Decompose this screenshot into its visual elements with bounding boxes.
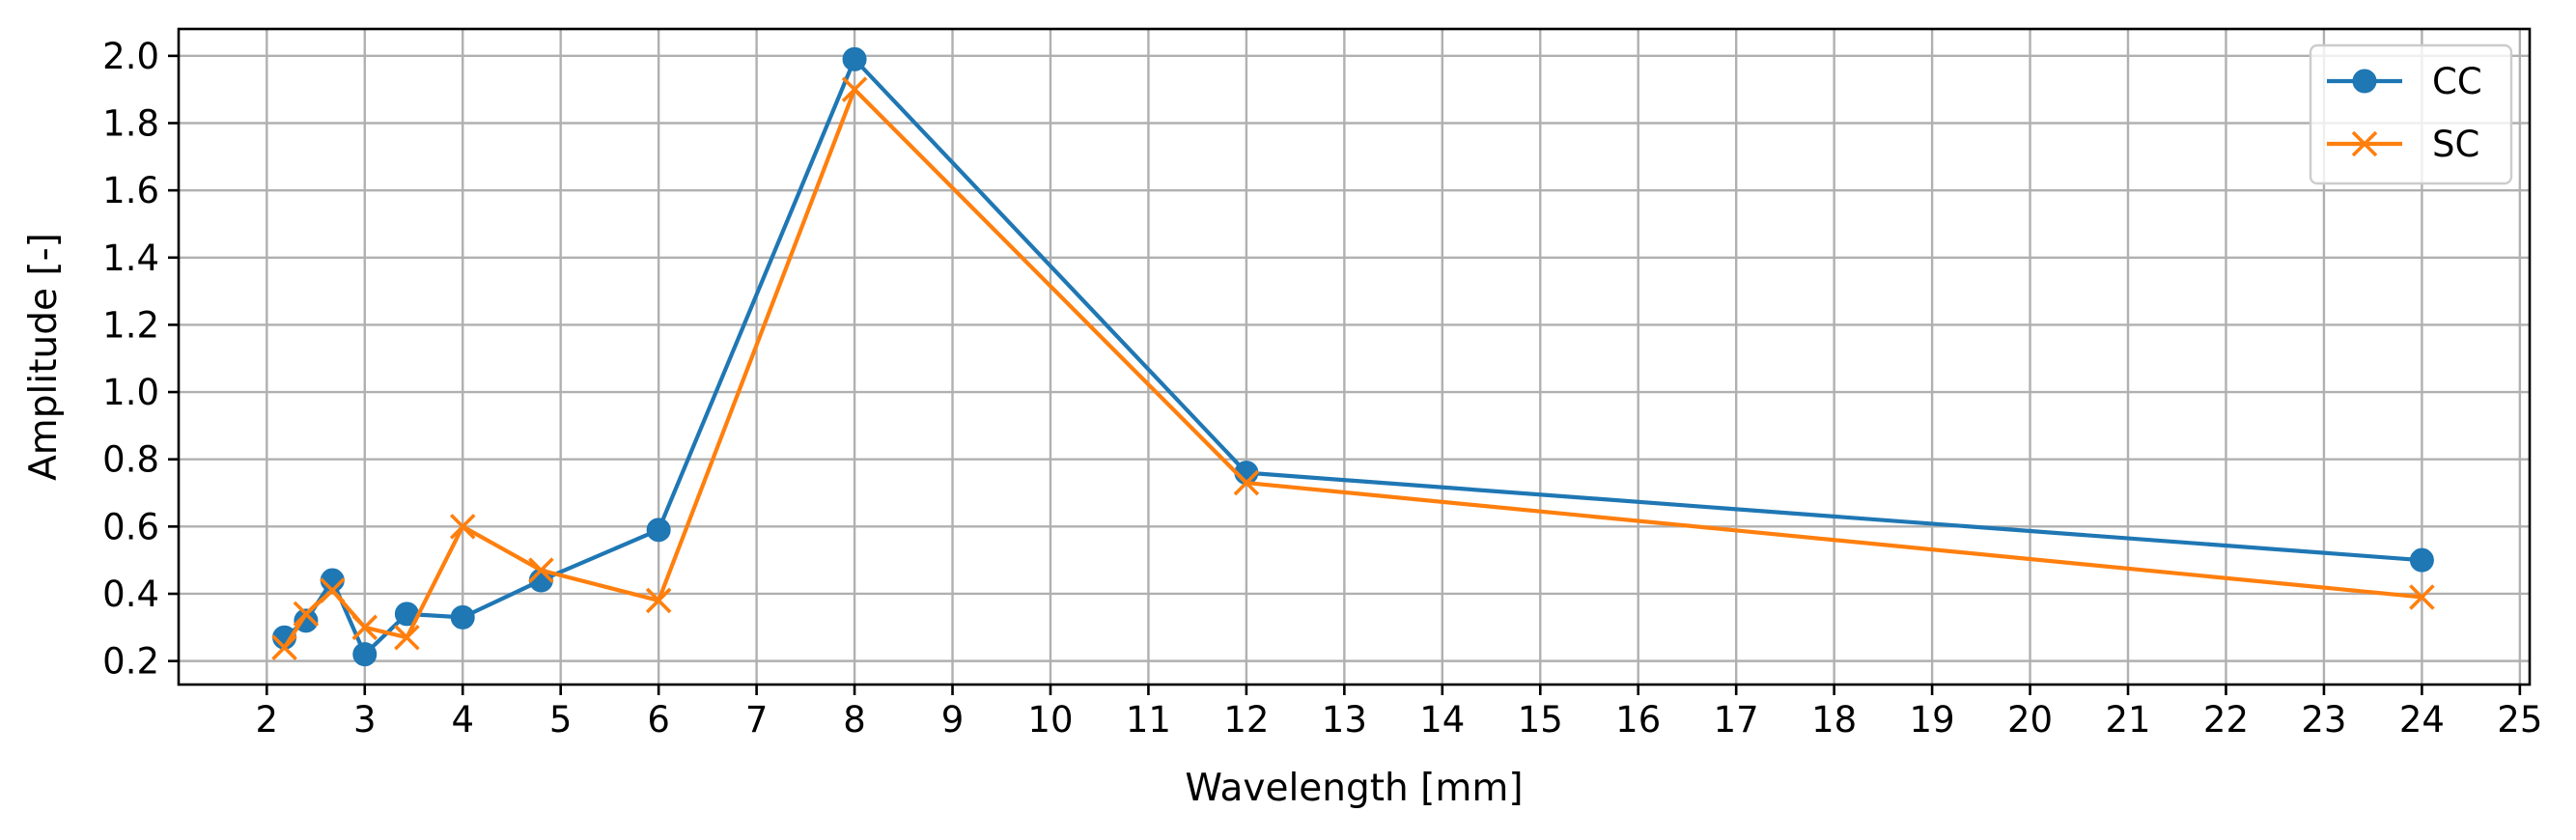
series-sc-point: [528, 557, 554, 583]
x-tick-label: 17: [1714, 699, 1759, 741]
series-cc-point: [842, 46, 867, 71]
x-tick-label: 11: [1126, 699, 1171, 741]
x-tick-label: 3: [353, 699, 377, 741]
x-axis-label: Wavelength [mm]: [1185, 767, 1523, 810]
y-tick-label: 0.8: [102, 439, 159, 481]
series-sc-point: [271, 634, 297, 660]
y-tick-label: 0.2: [102, 641, 159, 683]
series-sc-point: [394, 624, 420, 651]
x-tick-label: 4: [451, 699, 474, 741]
y-tick-label: 1.2: [102, 304, 159, 346]
y-axis-ticks: 0.2 0.4 0.6 0.8 1.0 1.2 1.4 1.6 1.8 2.0: [102, 36, 179, 683]
series-sc-point: [351, 614, 378, 641]
legend-marker: [2352, 69, 2377, 94]
x-tick-label: 16: [1615, 699, 1661, 741]
x-tick-label: 8: [843, 699, 866, 741]
series-group: [271, 46, 2435, 667]
x-tick-label: 14: [1419, 699, 1465, 741]
series-sc-point: [841, 76, 868, 102]
y-tick-label: 1.0: [102, 372, 159, 413]
series-cc: [272, 46, 2434, 667]
x-tick-label: 24: [2399, 699, 2445, 741]
legend-item-sc: SC: [2327, 124, 2479, 165]
y-tick-label: 1.4: [102, 238, 159, 279]
y-tick-label: 1.6: [102, 170, 159, 211]
x-tick-label: 12: [1223, 699, 1269, 741]
x-tick-label: 19: [1910, 699, 1955, 741]
series-cc-point: [352, 642, 378, 667]
series-sc: [271, 76, 2435, 660]
x-tick-label: 23: [2301, 699, 2346, 741]
x-tick-label: 21: [2105, 699, 2150, 741]
x-tick-label: 20: [2007, 699, 2053, 741]
x-tick-label: 5: [549, 699, 573, 741]
x-tick-label: 6: [647, 699, 670, 741]
series-sc-point: [1233, 469, 1260, 496]
x-tick-label: 13: [1322, 699, 1367, 741]
legend-item-cc: CC: [2327, 61, 2482, 102]
series-sc-point: [2409, 584, 2435, 610]
y-tick-label: 0.6: [102, 506, 159, 547]
x-tick-label: 25: [2497, 699, 2542, 741]
y-tick-label: 0.4: [102, 574, 159, 615]
series-cc-point: [450, 604, 475, 630]
x-tick-label: 2: [256, 699, 279, 741]
series-sc-point: [293, 601, 320, 628]
y-axis-label: Amplitude [-]: [22, 233, 66, 481]
legend-label: CC: [2432, 61, 2482, 102]
x-tick-label: 22: [2203, 699, 2249, 741]
x-tick-label: 10: [1027, 699, 1073, 741]
plot-frame: [177, 27, 2532, 686]
x-tick-label: 9: [941, 699, 965, 741]
series-sc-point: [645, 587, 672, 614]
x-tick-label: 7: [745, 699, 769, 741]
x-tick-label: 18: [1811, 699, 1857, 741]
x-tick-label: 15: [1518, 699, 1563, 741]
series-sc-line: [282, 87, 2422, 649]
y-tick-label: 1.8: [102, 102, 159, 144]
grid: [179, 29, 2530, 685]
series-cc-point: [646, 518, 671, 543]
legend-marker: [2351, 130, 2378, 157]
y-tick-label: 2.0: [102, 36, 159, 77]
x-axis-ticks: 2 3 4 5 6 7 8 9 10 11 12 13 14 15 16 17 18 19 20 21 22 23 24 25: [256, 685, 2542, 741]
series-sc-point: [320, 577, 346, 603]
legend: CC SC: [2309, 43, 2513, 185]
series-cc-point: [2409, 547, 2434, 573]
series-sc-point: [449, 514, 476, 540]
legend-label: SC: [2432, 124, 2479, 165]
